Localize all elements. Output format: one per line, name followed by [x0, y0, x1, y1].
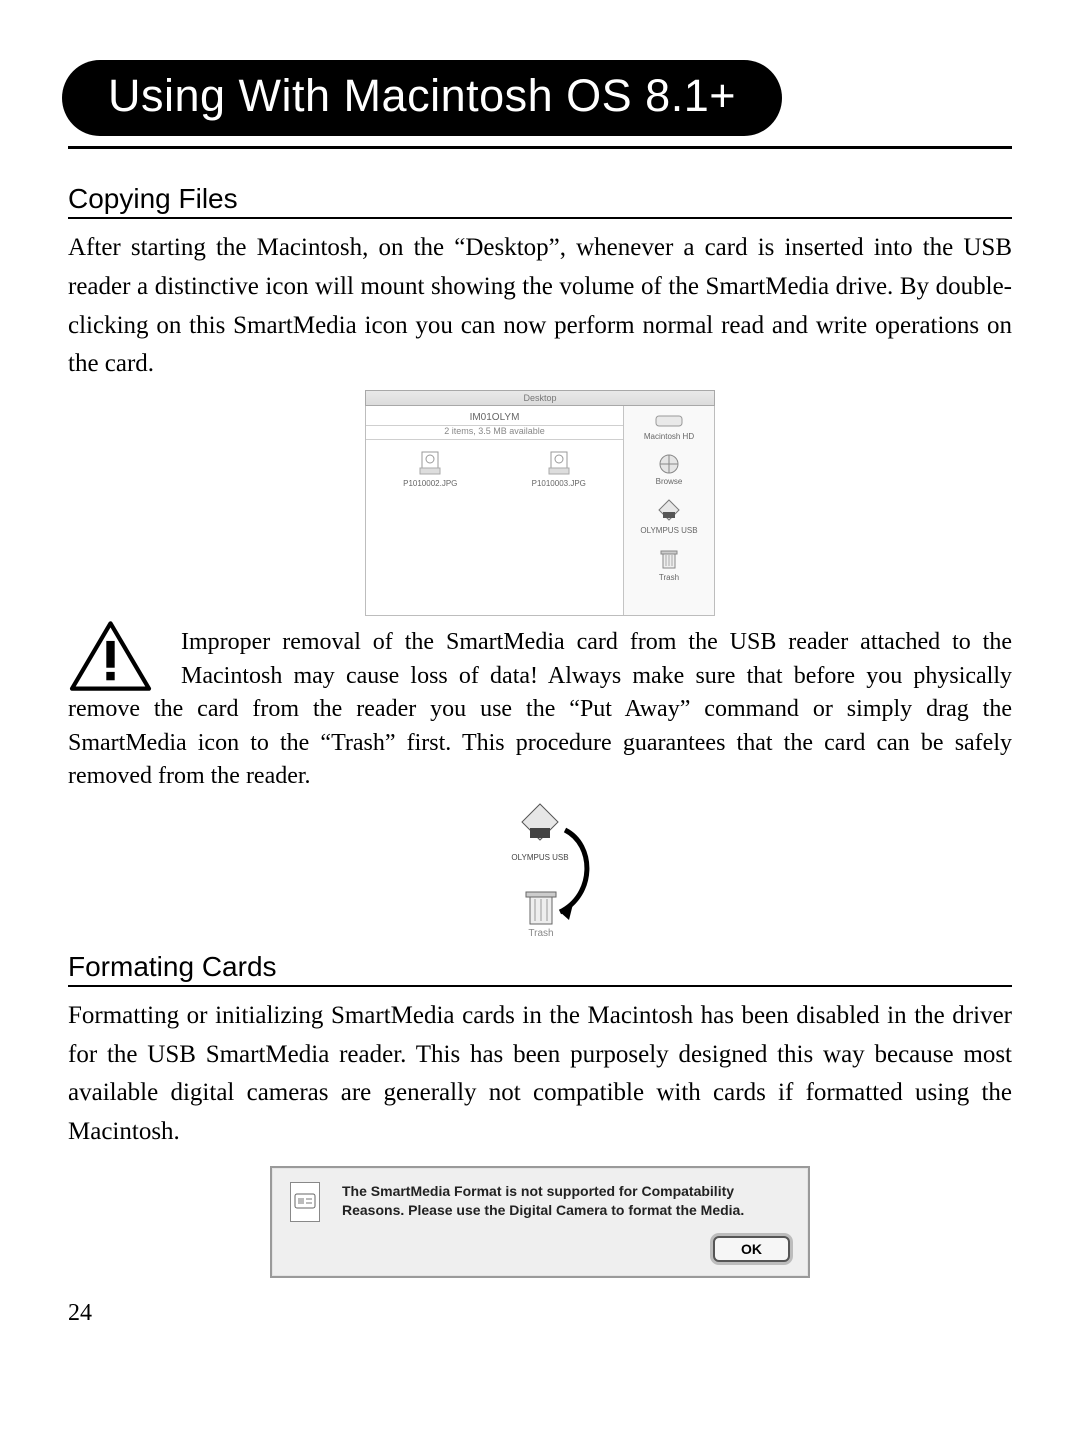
browse-icon-item: Browse [656, 453, 683, 486]
drag-to-trash-figure: OLYMPUS USB Trash [455, 800, 625, 943]
title-rule [68, 146, 1012, 149]
file-label: P1010003.JPG [532, 479, 586, 488]
desktop-screenshot-figure: Desktop IM01OLYM 2 items, 3.5 MB availab… [365, 390, 715, 616]
finder-window-subtitle: 2 items, 3.5 MB available [366, 426, 623, 440]
smartmedia-icon [654, 498, 684, 524]
desktop-body: IM01OLYM 2 items, 3.5 MB available P1010… [365, 406, 715, 616]
page-title-pill: Using With Macintosh OS 8.1+ [62, 60, 782, 136]
dialog-button-row: OK [290, 1236, 790, 1262]
warning-block: Improper removal of the SmartMedia card … [68, 626, 1012, 794]
document-icon [416, 450, 444, 476]
dialog-info-icon [290, 1182, 320, 1222]
format-error-dialog: The SmartMedia Format is not supported f… [270, 1166, 810, 1278]
trash-icon-item: Trash [657, 547, 681, 582]
page-title-text: Using With Macintosh OS 8.1+ [108, 70, 736, 121]
section-heading-copying: Copying Files [68, 183, 1012, 215]
trash-label: Trash [659, 573, 679, 582]
file-label: P1010002.JPG [403, 479, 457, 488]
drag-bottom-label: Trash [528, 928, 553, 939]
desktop-side-icons: Macintosh HD Browse OLYMPUS USB [624, 406, 714, 615]
section-rule [68, 217, 1012, 219]
hd-label: Macintosh HD [644, 432, 694, 441]
dialog-content-row: The SmartMedia Format is not supported f… [290, 1182, 790, 1222]
finder-window-title: IM01OLYM [366, 406, 623, 426]
drive-small-icon [291, 1188, 319, 1216]
section1-paragraph: After starting the Macintosh, on the “De… [68, 229, 1012, 384]
manual-page: Using With Macintosh OS 8.1+ Copying Fil… [0, 0, 1080, 1367]
section-rule [68, 985, 1012, 987]
section2-paragraph: Formatting or initializing SmartMedia ca… [68, 997, 1012, 1152]
section-heading-formatting: Formating Cards [68, 951, 1012, 983]
usb-label: OLYMPUS USB [640, 526, 697, 535]
page-number: 24 [68, 1300, 1012, 1327]
drag-to-trash-icon: OLYMPUS USB Trash [465, 800, 615, 940]
finder-window: IM01OLYM 2 items, 3.5 MB available P1010… [366, 406, 624, 615]
globe-icon [656, 453, 682, 475]
trash-icon [657, 547, 681, 571]
ok-button[interactable]: OK [713, 1236, 790, 1262]
finder-file-list: P1010002.JPG P1010003.JPG [366, 440, 623, 488]
dialog-message: The SmartMedia Format is not supported f… [342, 1182, 790, 1220]
browse-label: Browse [656, 477, 683, 486]
hd-icon-item: Macintosh HD [644, 412, 694, 441]
usb-drive-icon-item: OLYMPUS USB [640, 498, 697, 535]
document-icon [545, 450, 573, 476]
file-item: P1010002.JPG [403, 450, 457, 488]
drag-top-label: OLYMPUS USB [511, 853, 568, 862]
desktop-titlebar: Desktop [365, 390, 715, 406]
hard-drive-icon [654, 412, 684, 430]
file-item: P1010003.JPG [532, 450, 586, 488]
warning-triangle-icon [68, 620, 153, 692]
warning-paragraph: Improper removal of the SmartMedia card … [68, 626, 1012, 794]
